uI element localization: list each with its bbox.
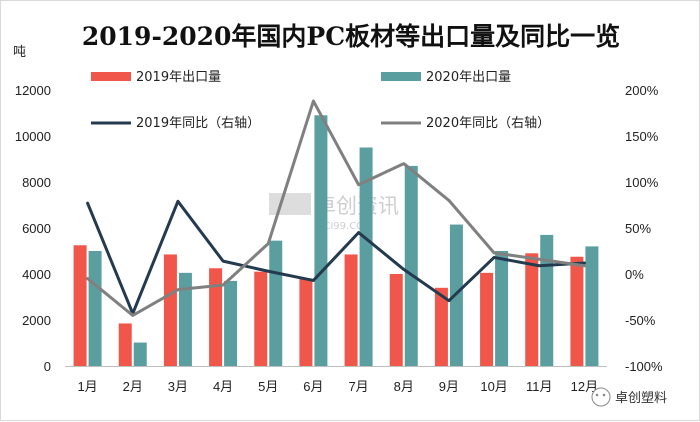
x-tick-label: 12月 (571, 379, 598, 394)
bar-2019 (570, 256, 584, 366)
bar-2020 (133, 342, 147, 366)
bar-2019 (209, 268, 223, 366)
y-tick-label: 0 (44, 359, 51, 374)
x-tick-label: 3月 (168, 379, 188, 394)
x-tick-label: 8月 (394, 379, 414, 394)
bar-2019 (118, 323, 132, 366)
bar-2019 (389, 274, 403, 366)
legend-swatch (91, 72, 131, 81)
x-tick-label: 9月 (439, 379, 459, 394)
wechat-icon-eye-right (602, 393, 606, 397)
watermark-logo (269, 193, 311, 215)
legend-label: 2020年同比（右轴） (426, 116, 550, 131)
bar-2019 (163, 254, 177, 366)
y2-tick-label: -100% (625, 359, 663, 374)
brand-badge: 卓创塑料 (591, 387, 667, 407)
y2-tick-label: -50% (625, 313, 656, 328)
line-2020-yoy (86, 99, 586, 317)
legend-label: 2019年同比（右轴） (136, 116, 260, 131)
legend-swatch (381, 72, 421, 81)
watermark-main: 卓创资讯 (315, 194, 399, 218)
y-axis-right: -100% -50% 0% 50% 100% 150% 200% (625, 83, 663, 374)
x-tick-label: 6月 (303, 379, 323, 394)
watermark: 卓创资讯 SCI99.COM (269, 193, 399, 232)
x-tick-label: 1月 (77, 379, 97, 394)
bar-2019 (480, 272, 494, 366)
legend-label: 2020年出口量 (426, 70, 511, 85)
line-series (86, 99, 586, 317)
line-2019-yoy (86, 199, 586, 316)
watermark-sub: SCI99.COM (317, 221, 373, 232)
bar-2020 (269, 240, 283, 366)
y-tick-label: 6000 (22, 221, 51, 236)
bar-2019 (344, 254, 358, 366)
y-tick-label: 8000 (22, 175, 51, 190)
bar-2020 (224, 280, 238, 366)
x-tick-label: 5月 (258, 379, 278, 394)
x-tick-label: 10月 (480, 379, 507, 394)
y2-tick-label: 100% (625, 175, 659, 190)
y-tick-label: 10000 (15, 129, 51, 144)
x-axis: 1月 2月 3月 4月 5月 6月 7月 8月 9月 10月 11月 12月 (77, 379, 598, 394)
wechat-icon (591, 387, 611, 407)
chart-title: 2019-2020年国内PC板材等出口量及同比一览 (82, 22, 620, 51)
bar-series (65, 115, 607, 367)
x-tick-label: 2月 (123, 379, 143, 394)
bar-2020 (359, 147, 373, 366)
y2-tick-label: 200% (625, 83, 659, 98)
bar-2020 (314, 115, 328, 366)
y-tick-label: 4000 (22, 267, 51, 282)
bar-2019 (254, 271, 268, 366)
x-tick-label: 11月 (526, 379, 553, 394)
y2-tick-label: 150% (625, 129, 659, 144)
bar-2019 (299, 278, 313, 366)
y2-tick-label: 0% (625, 267, 644, 282)
y-axis-left: 0 2000 4000 6000 8000 10000 12000 (15, 83, 51, 374)
legend-label: 2019年出口量 (136, 70, 221, 85)
bar-2020 (178, 272, 192, 366)
bar-2019 (434, 287, 448, 366)
wechat-icon-eye-left (595, 393, 599, 397)
brand-label: 卓创塑料 (615, 391, 667, 406)
bar-2020 (404, 165, 418, 366)
bar-2020 (495, 251, 509, 366)
bar-2020 (585, 246, 599, 366)
bar-2019 (73, 245, 87, 366)
y-tick-label: 12000 (15, 83, 51, 98)
bar-2020 (88, 251, 102, 366)
x-tick-label: 7月 (348, 379, 368, 394)
y-axis-unit-label: 吨 (13, 44, 26, 59)
x-tick-label: 4月 (213, 379, 233, 394)
bar-2020 (540, 234, 554, 366)
bar-2019 (525, 253, 539, 366)
y2-tick-label: 50% (625, 221, 651, 236)
y-tick-label: 2000 (22, 313, 51, 328)
legend: 2019年出口量 2020年出口量 2019年同比（右轴） 2020年同比（右轴） (91, 70, 550, 131)
